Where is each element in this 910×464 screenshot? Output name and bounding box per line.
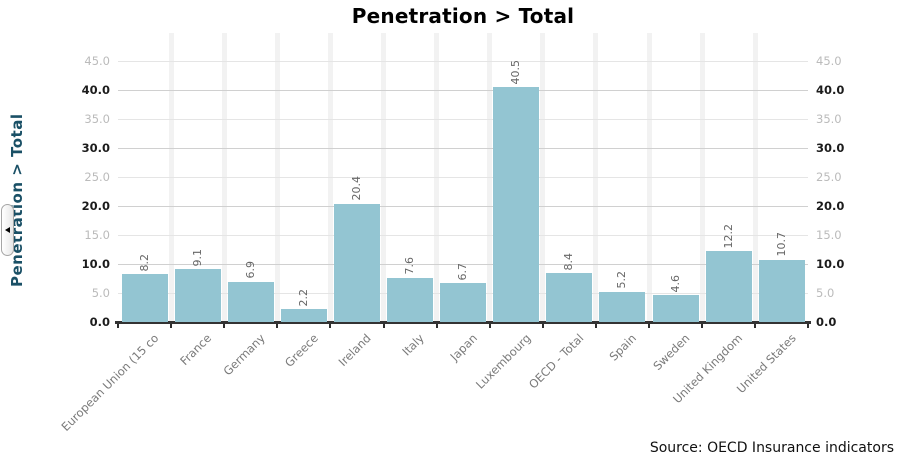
- bar-value-label: 8.4: [562, 252, 576, 271]
- bar-value-label: 40.5: [509, 59, 523, 85]
- gridline: [118, 148, 809, 149]
- x-axis-line: [115, 321, 812, 324]
- bar[interactable]: [227, 281, 274, 322]
- y-axis-label-left: 0.0: [89, 315, 110, 329]
- y-axis-label-right: 35.0: [816, 112, 842, 126]
- bar[interactable]: [174, 269, 221, 322]
- x-axis-tick: [223, 324, 226, 328]
- bar-value-label: 6.7: [456, 262, 470, 281]
- bar-value-label: 9.1: [190, 248, 204, 267]
- x-axis-tick: [754, 324, 757, 328]
- y-axis-title: Penetration > Total: [8, 113, 26, 287]
- y-axis-label-right: 15.0: [816, 228, 842, 242]
- gridline: [118, 264, 809, 265]
- x-axis-category-label: Spain: [606, 331, 640, 364]
- x-axis-category-label: OECD - Total: [525, 331, 587, 392]
- bar-value-label: 7.6: [403, 257, 417, 275]
- bar[interactable]: [705, 251, 752, 322]
- bar-value-label: 10.7: [774, 232, 788, 257]
- x-axis-tick: [117, 324, 119, 328]
- x-axis-category-label: France: [177, 331, 215, 368]
- y-axis-label-right: 10.0: [816, 257, 845, 271]
- bar[interactable]: [758, 259, 805, 322]
- x-axis-category-label: Italy: [399, 331, 427, 359]
- x-axis-category-label: Germany: [220, 331, 268, 379]
- gridline: [118, 206, 809, 207]
- bar-value-label: 12.2: [721, 223, 735, 249]
- y-axis-label-right: 5.0: [816, 286, 835, 300]
- bar[interactable]: [121, 274, 168, 322]
- gridline: [118, 90, 809, 91]
- y-axis-label-left: 20.0: [81, 199, 110, 213]
- y-axis-label-left: 35.0: [84, 112, 110, 126]
- y-axis-label-left: 5.0: [91, 286, 110, 300]
- bar[interactable]: [387, 277, 434, 322]
- bar-value-label: 4.6: [668, 274, 682, 293]
- y-axis-label-left: 40.0: [81, 83, 110, 97]
- y-axis-label-right: 20.0: [816, 199, 845, 213]
- y-axis-label-right: 30.0: [816, 141, 845, 155]
- bar-value-label: 20.4: [349, 176, 363, 201]
- y-axis-label-left: 15.0: [84, 228, 110, 242]
- axis-panel-collapse-button[interactable]: [1, 204, 14, 256]
- bar[interactable]: [652, 295, 699, 322]
- y-axis-label-left: 30.0: [81, 141, 110, 155]
- x-axis-category-label: Greece: [281, 331, 321, 370]
- bar-value-label: 5.2: [615, 271, 629, 289]
- bar[interactable]: [333, 203, 380, 322]
- gridline: [118, 119, 809, 120]
- bar[interactable]: [546, 273, 593, 322]
- x-axis-category-label: Luxembourg: [472, 331, 534, 392]
- x-axis-category-label: Sweden: [650, 331, 693, 374]
- chevron-left-icon: [5, 227, 10, 233]
- y-axis-label-left: 45.0: [84, 54, 110, 68]
- x-axis-tick: [329, 324, 332, 328]
- x-axis-category-label: Ireland: [335, 331, 374, 370]
- source-note: Source: OECD Insurance indicators: [649, 440, 894, 456]
- x-axis-category-label: Japan: [447, 331, 481, 364]
- chart-title: Penetration > Total: [351, 4, 575, 28]
- gridline: [118, 61, 809, 62]
- y-axis-label-left: 10.0: [81, 257, 110, 271]
- bar-value-label: 8.2: [137, 253, 151, 272]
- bar[interactable]: [493, 87, 540, 322]
- bar[interactable]: [280, 309, 327, 322]
- y-axis-label-right: 0.0: [816, 315, 837, 329]
- gridline: [118, 177, 809, 178]
- x-axis-tick: [541, 324, 544, 328]
- bar-value-label: 2.2: [296, 288, 310, 307]
- x-axis-tick: [488, 324, 491, 328]
- y-axis-label-right: 45.0: [816, 54, 842, 68]
- x-axis-tick: [382, 324, 385, 328]
- bar[interactable]: [599, 291, 646, 322]
- bar-value-label: 6.9: [243, 261, 257, 279]
- x-axis-tick: [701, 324, 704, 328]
- x-axis-tick: [276, 324, 279, 328]
- x-axis-tick: [170, 324, 173, 328]
- x-axis-tick: [435, 324, 438, 328]
- x-axis-tick: [648, 324, 650, 328]
- x-axis-tick: [594, 324, 597, 328]
- x-axis-tick: [807, 324, 810, 328]
- x-axis-category-label: European Union (15 co: [58, 331, 162, 434]
- gridline: [118, 235, 809, 236]
- y-axis-label-right: 25.0: [816, 170, 842, 184]
- bar[interactable]: [440, 283, 487, 322]
- y-axis-label-right: 40.0: [816, 83, 845, 97]
- y-axis-label-left: 25.0: [84, 170, 110, 184]
